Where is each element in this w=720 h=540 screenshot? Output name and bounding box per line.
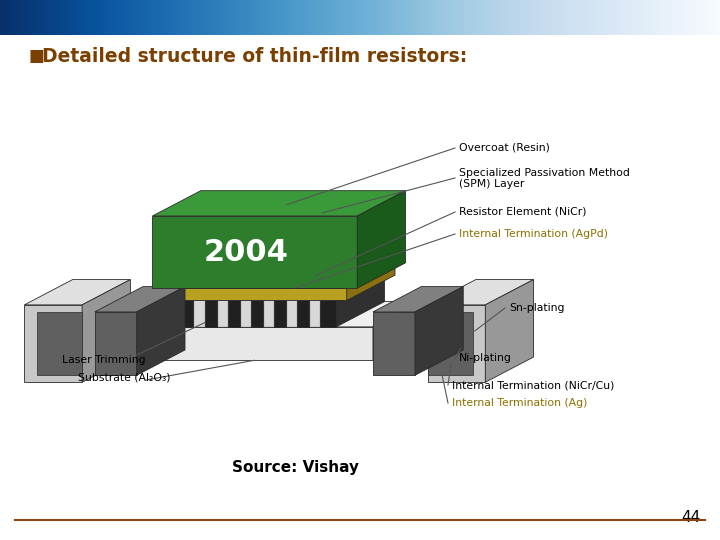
- Polygon shape: [137, 327, 373, 360]
- Text: Source: Vishay: Source: Vishay: [232, 460, 359, 475]
- Polygon shape: [82, 280, 130, 382]
- Polygon shape: [24, 305, 82, 382]
- Text: 2004: 2004: [204, 238, 289, 267]
- Polygon shape: [174, 300, 336, 327]
- Polygon shape: [347, 263, 395, 300]
- Text: Overcoat (Resin): Overcoat (Resin): [459, 143, 550, 153]
- Polygon shape: [163, 288, 347, 300]
- Polygon shape: [428, 280, 534, 305]
- Polygon shape: [428, 305, 485, 382]
- Text: Resistor Element (NiCr): Resistor Element (NiCr): [459, 207, 587, 217]
- Text: 44: 44: [680, 510, 700, 525]
- Text: Internal Termination (Ag): Internal Termination (Ag): [452, 398, 588, 408]
- Polygon shape: [415, 287, 463, 375]
- Polygon shape: [428, 312, 473, 375]
- Polygon shape: [153, 191, 405, 216]
- Text: Sn-plating: Sn-plating: [509, 303, 564, 313]
- Polygon shape: [264, 300, 274, 327]
- Polygon shape: [137, 287, 185, 375]
- Polygon shape: [217, 300, 228, 327]
- Polygon shape: [194, 300, 205, 327]
- Polygon shape: [174, 275, 384, 300]
- Polygon shape: [373, 312, 415, 375]
- Text: Ni-plating: Ni-plating: [459, 353, 512, 363]
- Polygon shape: [37, 312, 82, 375]
- Text: ■: ■: [28, 47, 44, 65]
- Polygon shape: [310, 300, 320, 327]
- Text: Internal Termination (NiCr/Cu): Internal Termination (NiCr/Cu): [452, 380, 614, 390]
- Polygon shape: [163, 263, 395, 288]
- Polygon shape: [485, 280, 534, 382]
- Polygon shape: [137, 301, 421, 327]
- Text: Specialized Passivation Method: Specialized Passivation Method: [459, 168, 630, 178]
- Text: Internal Termination (AgPd): Internal Termination (AgPd): [459, 229, 608, 239]
- Polygon shape: [336, 275, 384, 327]
- Polygon shape: [95, 287, 185, 312]
- Polygon shape: [287, 300, 297, 327]
- Polygon shape: [240, 300, 251, 327]
- Text: Substrate (Al₂O₃): Substrate (Al₂O₃): [78, 373, 171, 383]
- Polygon shape: [373, 287, 463, 312]
- Polygon shape: [95, 312, 137, 375]
- Text: Laser Trimming: Laser Trimming: [62, 355, 145, 365]
- Polygon shape: [24, 280, 130, 305]
- Text: (SPM) Layer: (SPM) Layer: [459, 179, 524, 189]
- Polygon shape: [153, 216, 357, 288]
- Polygon shape: [373, 301, 421, 360]
- Text: Detailed structure of thin-film resistors:: Detailed structure of thin-film resistor…: [42, 47, 467, 66]
- Polygon shape: [357, 191, 405, 288]
